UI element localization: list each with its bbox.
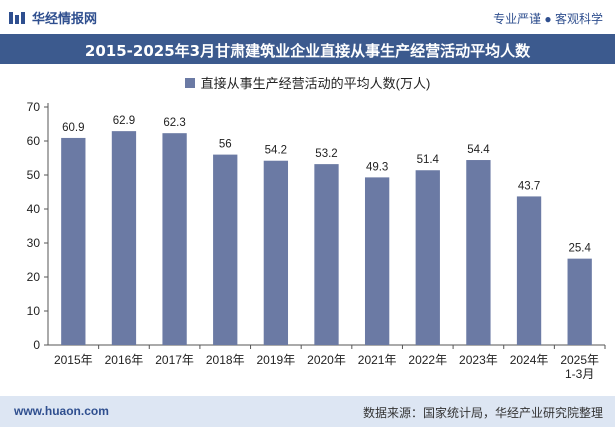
bar — [415, 170, 440, 345]
x-tick-label: 2024年 — [510, 353, 549, 367]
data-label: 56 — [219, 139, 232, 151]
x-tick-label: 2019年 — [257, 353, 296, 367]
y-tick-label: 20 — [27, 270, 41, 284]
y-tick-label: 30 — [27, 236, 41, 250]
y-tick-label: 0 — [33, 338, 40, 352]
y-tick-label: 40 — [27, 202, 41, 216]
y-tick-label: 10 — [27, 304, 41, 318]
brand-name: 华经情报网 — [32, 11, 98, 26]
x-tick-label: 2017年 — [155, 353, 194, 367]
x-tick-label: 2015年 — [54, 353, 93, 367]
data-label: 54.2 — [265, 145, 287, 157]
y-tick-label: 50 — [27, 168, 41, 182]
x-tick-label: 2025年 — [560, 353, 599, 367]
data-label: 25.4 — [568, 243, 591, 255]
y-tick-label: 70 — [27, 100, 41, 114]
data-label: 54.4 — [467, 144, 490, 156]
x-tick-label: 2018年 — [206, 353, 245, 367]
x-tick-label: 2020年 — [307, 353, 346, 367]
bar — [364, 177, 390, 345]
bar — [516, 196, 542, 345]
bar — [162, 133, 187, 345]
data-label: 53.2 — [315, 148, 337, 160]
x-tick-label: 1-3月 — [565, 367, 594, 381]
chart-legend: 直接从事生产经营活动的平均人数(万人) — [0, 73, 615, 92]
chart-title: 2015-2025年3月甘肃建筑业企业直接从事生产经营活动平均人数 — [84, 42, 531, 60]
bar — [314, 164, 339, 345]
bar — [567, 258, 592, 345]
bar — [263, 160, 289, 345]
footer: www.huaon.com 数据来源：国家统计局，华经产业研究院整理 — [0, 396, 615, 427]
data-label: 60.9 — [62, 122, 84, 134]
data-label: 62.3 — [163, 117, 185, 129]
bar-chart: 0 10 20 30 40 50 60 70 60.9 2015年 62.9 2016年 62.3 201… — [27, 100, 606, 381]
title-bar: 2015-2025年3月甘肃建筑业企业直接从事生产经营活动平均人数 — [0, 34, 615, 64]
data-label: 43.7 — [518, 180, 540, 192]
x-tick-label: 2016年 — [105, 353, 144, 367]
bar — [111, 131, 137, 345]
bar — [213, 154, 238, 345]
x-tick-label: 2022年 — [408, 353, 447, 367]
y-tick-label: 60 — [27, 134, 41, 148]
x-tick-label: 2021年 — [358, 353, 397, 367]
data-label: 51.4 — [417, 154, 440, 166]
brand: 华经情报网 — [8, 8, 97, 27]
legend-label: 直接从事生产经营活动的平均人数(万人) — [200, 76, 431, 91]
data-label: 62.9 — [113, 115, 135, 127]
x-tick-label: 2023年 — [459, 353, 498, 367]
bar — [466, 160, 491, 345]
footer-site: www.huaon.com — [14, 404, 109, 418]
data-label: 49.3 — [366, 161, 388, 173]
footer-source: 数据来源：国家统计局，华经产业研究院整理 — [362, 406, 603, 420]
legend-swatch — [184, 78, 195, 88]
slogan: 专业严谨 ● 客观科学 — [493, 12, 603, 26]
top-bar: 华经情报网 专业严谨 ● 客观科学 — [0, 0, 615, 34]
bar — [61, 137, 86, 345]
logo-icon — [9, 11, 25, 24]
